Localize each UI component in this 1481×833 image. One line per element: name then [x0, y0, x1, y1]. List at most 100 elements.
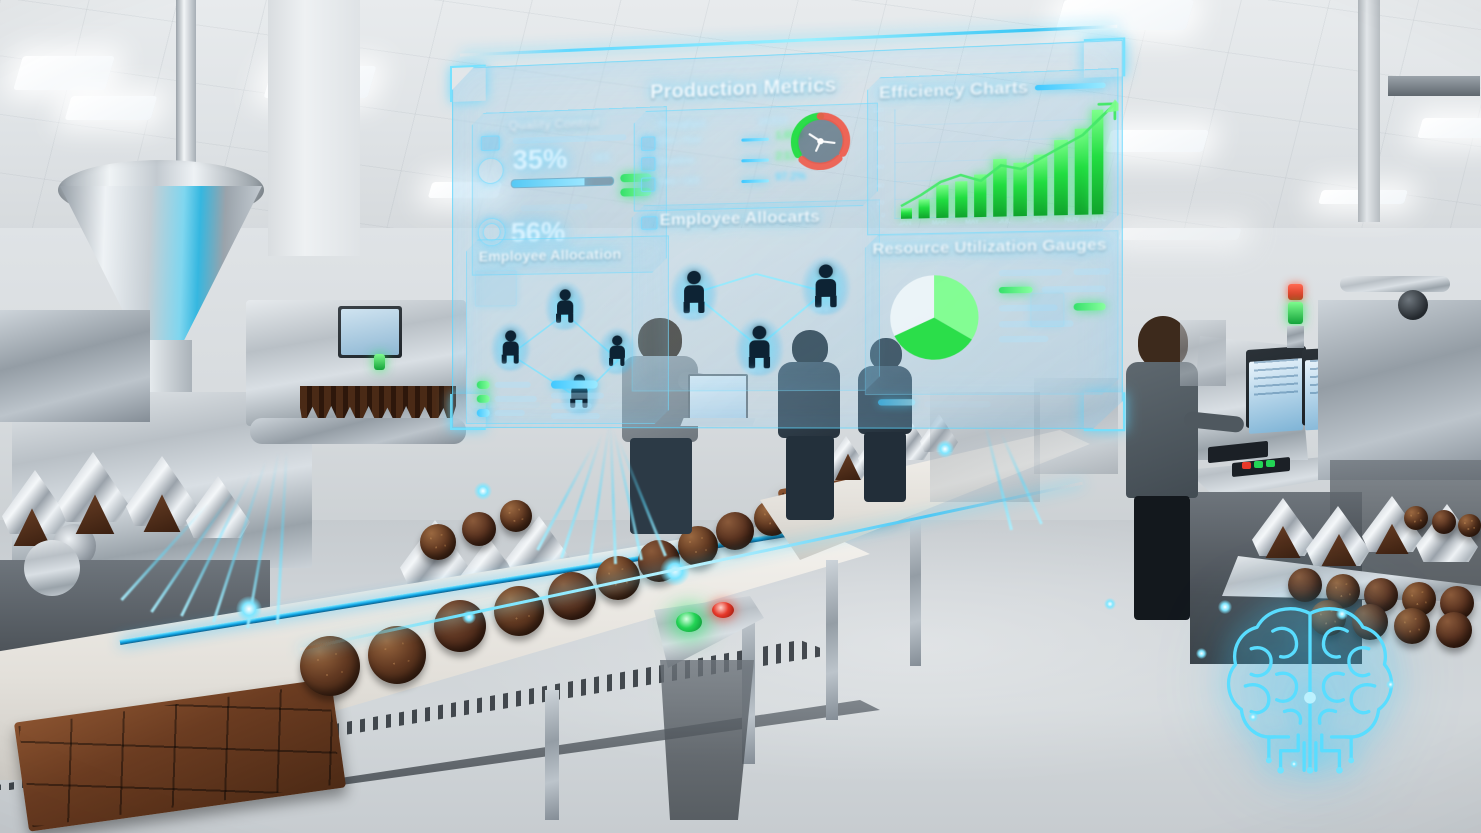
oee-gauge — [787, 108, 854, 175]
allocation-node-label: Pack — [499, 362, 514, 369]
conveyor-leg — [826, 560, 838, 720]
hud-footer-indicator — [877, 399, 916, 406]
holographic-dashboard[interactable]: Production Metrics Quality Control 35% O… — [450, 24, 1126, 432]
metric-row-label: Downtime — [657, 155, 695, 166]
data-row — [551, 380, 598, 388]
panel-icon — [641, 216, 658, 230]
ceiling-light — [1118, 228, 1242, 240]
ai-spark — [1386, 680, 1395, 689]
metric-ring-icon — [478, 157, 504, 184]
ceiling-vent — [1388, 76, 1480, 96]
chart-header-accent — [1035, 82, 1106, 90]
metric-row-bar — [741, 158, 769, 162]
operator-monitor-left[interactable] — [1246, 345, 1306, 434]
allocation-node-label: Mold — [604, 366, 619, 373]
stop-button[interactable] — [712, 602, 734, 618]
indicator-red — [1242, 462, 1251, 469]
legend-row — [999, 269, 1062, 276]
metric-row-icon — [641, 136, 655, 151]
panel-icon — [481, 135, 500, 151]
allocation-node-label: Mix — [552, 321, 563, 328]
allocarts-node-label: Shift C — [743, 368, 763, 375]
panel-mini-icon — [475, 270, 517, 307]
metric-label — [513, 134, 627, 144]
worker-legs — [1134, 496, 1190, 620]
conveyor-leg — [545, 690, 559, 820]
hud-corner-bracket — [1083, 392, 1126, 432]
ai-spark — [1196, 648, 1207, 659]
metric-row-label: Throughput — [657, 118, 706, 131]
efficiency-charts-card[interactable]: Efficiency Charts 120 100 80 60 40 20 0 — [867, 68, 1118, 235]
worker-legs — [864, 432, 906, 502]
ceiling-duct — [1358, 0, 1380, 222]
metric-row-bar — [741, 138, 769, 142]
employee-allocation-title: Employee Allocation — [478, 245, 622, 265]
machine-wheel — [1398, 290, 1428, 320]
ai-spark — [1218, 600, 1232, 614]
data-row — [551, 413, 600, 419]
quality-rate-bar — [511, 176, 614, 188]
hud-footer-row — [469, 401, 540, 408]
ceiling-light — [1417, 118, 1481, 138]
allocation-node[interactable]: Mold — [604, 333, 631, 368]
allocarts-node[interactable]: Shift A — [676, 269, 712, 315]
machine-status-lamp — [374, 354, 385, 370]
status-row-indicator — [477, 409, 490, 417]
allocation-node[interactable]: Pack — [497, 328, 525, 364]
ai-brain-icon[interactable] — [1212, 588, 1408, 784]
ceiling-light — [13, 56, 115, 90]
allocation-node[interactable]: Mix — [551, 287, 579, 324]
legend-swatch — [1030, 293, 1064, 328]
machine-arm — [1340, 276, 1450, 292]
metric-row-value: 24,510 — [758, 115, 788, 127]
machine-housing — [0, 310, 150, 422]
quality-control-title: Quality Control — [508, 115, 600, 134]
indicator-green — [1254, 461, 1263, 468]
enrober-roller — [250, 418, 466, 444]
hud-footer-row — [924, 401, 991, 408]
efficiency-bar-chart: 120 100 80 60 40 20 0 — [894, 102, 1103, 219]
control-hmi-panel[interactable] — [338, 306, 402, 358]
hopper-stem — [176, 0, 196, 175]
ai-spark — [1336, 608, 1348, 620]
legend-indicator — [999, 287, 1033, 294]
status-row-indicator — [477, 381, 490, 389]
hud-footer-row — [551, 403, 605, 410]
ceiling-light — [64, 96, 158, 120]
background-machine — [1180, 320, 1226, 386]
legend-indicator — [1074, 303, 1106, 311]
quality-rate-note: OEE — [591, 152, 612, 163]
allocarts-node[interactable]: Shift B — [808, 262, 845, 309]
structural-pillar — [268, 0, 360, 256]
data-row — [551, 393, 604, 399]
allocarts-node-label: Shift B — [809, 307, 829, 314]
start-button[interactable] — [676, 612, 702, 632]
ai-spark — [1290, 760, 1298, 768]
resource-pie-chart — [881, 266, 987, 369]
chart-trendline — [894, 95, 1119, 219]
employee-allocarts-title: Employee Allocarts — [659, 208, 820, 230]
conveyor-roller — [24, 540, 80, 596]
metric-row-icon — [641, 157, 655, 172]
hud-corner-bracket — [450, 64, 486, 103]
status-row-label — [495, 410, 525, 416]
metric-row-bar — [741, 179, 769, 183]
worker-legs — [630, 438, 692, 534]
metric-caption — [521, 204, 588, 212]
worker-legs — [786, 436, 834, 520]
ai-spark — [1248, 712, 1258, 722]
allocarts-node[interactable]: Shift C — [741, 324, 777, 370]
allocarts-node-label: Shift A — [678, 313, 697, 320]
metric-row-icon — [641, 177, 655, 192]
employee-allocarts-card[interactable]: Employee Allocarts Shift A — [632, 199, 880, 391]
resource-utilization-card[interactable]: Resource Utilization Gauges — [865, 230, 1118, 395]
worker-head — [1138, 316, 1188, 368]
conveyor-control-pedestal — [660, 660, 754, 820]
quality-rate-value: 35% — [512, 143, 568, 176]
metric-row-label: Units / Hour — [657, 134, 702, 146]
metric-row-label: Yield / OEE — [657, 175, 701, 187]
status-row-label — [495, 382, 531, 388]
conveyor-leg — [910, 516, 921, 666]
legend-row — [999, 336, 1049, 343]
resource-utilization-title: Resource Utilization Gauges — [872, 235, 1107, 259]
